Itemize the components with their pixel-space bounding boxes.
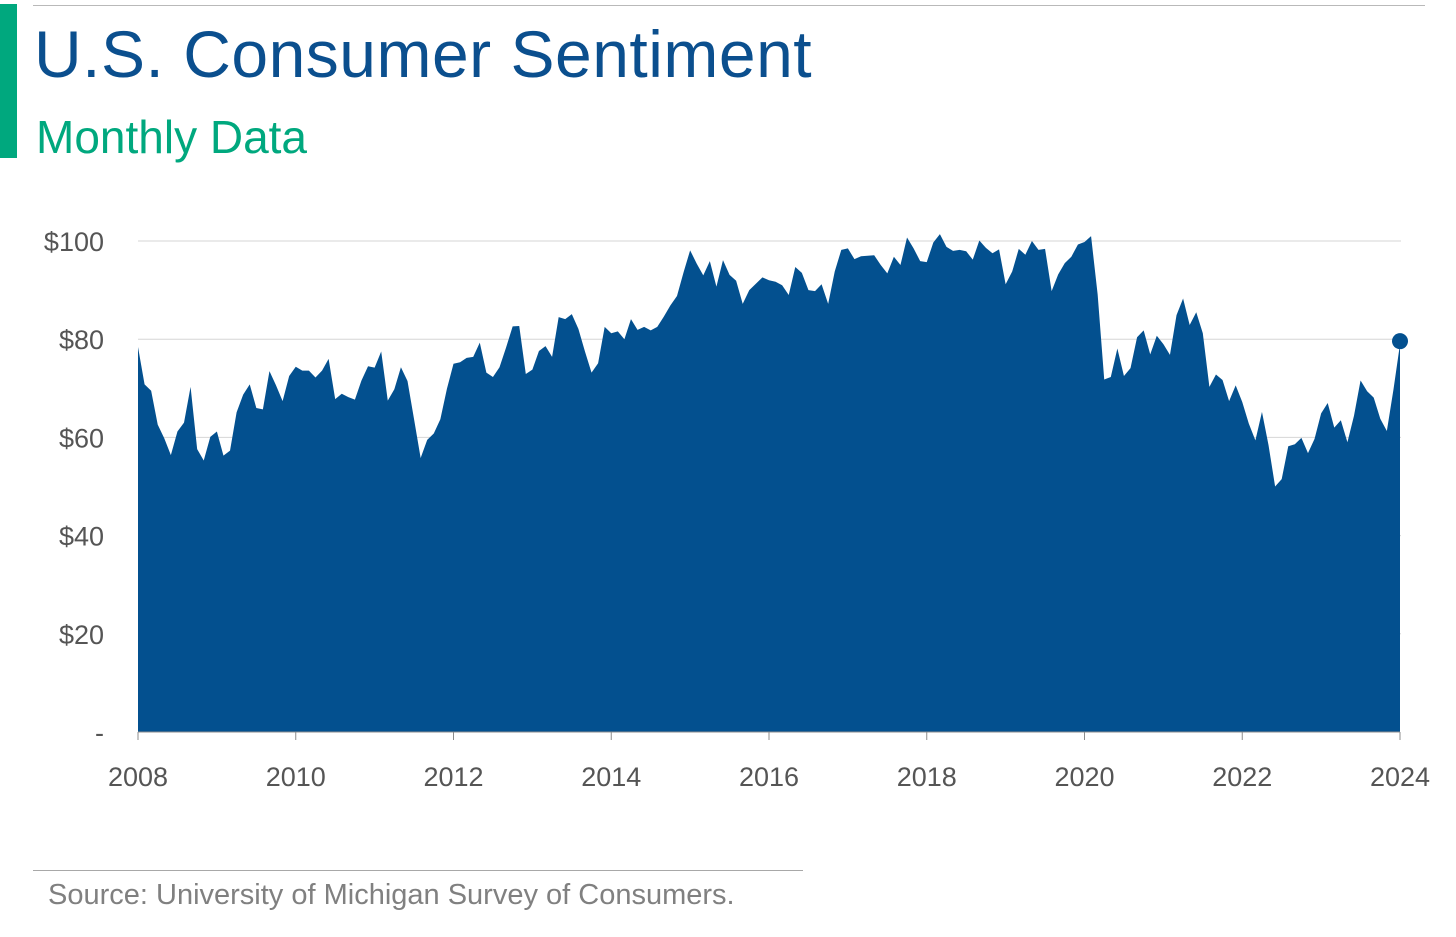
x-tick-label: 2008 <box>108 762 168 792</box>
end-marker-layer <box>1392 333 1408 350</box>
x-axis-tick-labels: 2008 2010 2012 2014 2016 2018 2020 2022 2024 <box>108 762 1430 792</box>
chart-title: U.S. Consumer Sentiment <box>34 17 813 91</box>
x-axis <box>137 731 1401 740</box>
y-axis-tick-labels: - $20 $40 $60 $80 $100 <box>44 227 104 748</box>
x-tick-label: 2018 <box>897 762 957 792</box>
y-tick-label: $80 <box>59 325 104 355</box>
y-tick-label: $100 <box>44 227 104 257</box>
x-tick-label: 2020 <box>1054 762 1114 792</box>
x-tick-label: 2024 <box>1370 762 1430 792</box>
accent-bar <box>0 4 17 158</box>
y-tick-label: $60 <box>59 423 104 453</box>
source-note: Source: University of Michigan Survey of… <box>48 879 735 911</box>
y-tick-label: $40 <box>59 522 104 552</box>
top-rule <box>33 5 1425 6</box>
sentiment-area <box>138 234 1400 732</box>
x-tick-label: 2022 <box>1212 762 1272 792</box>
x-tick-label: 2010 <box>266 762 326 792</box>
y-tick-label: - <box>95 718 104 748</box>
x-tick-label: 2014 <box>581 762 641 792</box>
source-rule <box>33 870 803 871</box>
y-tick-label: $20 <box>59 620 104 650</box>
latest-value-marker <box>1392 333 1408 350</box>
x-tick-label: 2016 <box>739 762 799 792</box>
area-series <box>138 234 1400 732</box>
chart-subtitle: Monthly Data <box>36 111 308 163</box>
x-tick-label: 2012 <box>423 762 483 792</box>
